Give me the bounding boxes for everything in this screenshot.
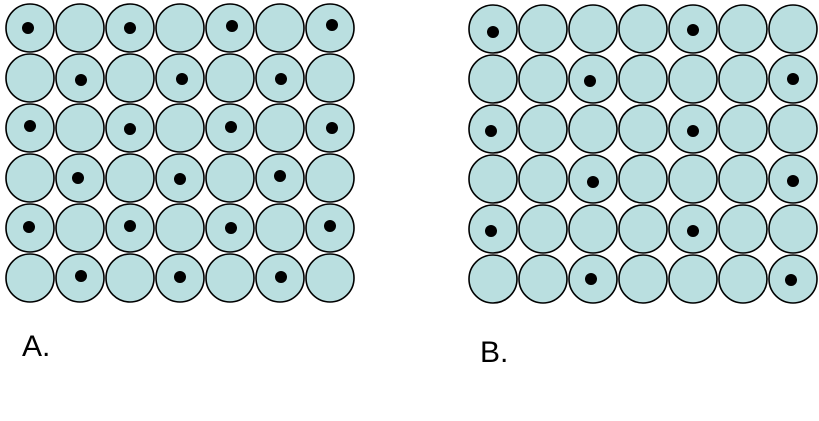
lattice-circle [668,54,718,104]
lattice-circle [618,4,668,54]
site-dot [584,75,596,87]
lattice-circle [305,153,355,203]
site-dot [587,176,599,188]
site-dot [275,271,287,283]
lattice-circle [55,103,105,153]
lattice-circle [5,53,55,103]
lattice-circle [255,203,305,253]
panel-a-label: A. [22,330,51,363]
lattice-circle [518,4,568,54]
panel-a-lattice [5,3,355,303]
lattice-circle [618,154,668,204]
site-dot [225,222,237,234]
site-dot [785,274,797,286]
lattice-circle [255,3,305,53]
lattice-circle [205,53,255,103]
lattice-circle [305,253,355,303]
lattice-circle [55,3,105,53]
site-dot [75,74,87,86]
lattice-circle [718,254,768,304]
site-dot [176,73,188,85]
site-dot [274,170,286,182]
site-dot [787,73,799,85]
lattice-circle [205,153,255,203]
lattice-circle [618,54,668,104]
lattice-circle [518,104,568,154]
lattice-circle [105,153,155,203]
site-dot [124,220,136,232]
site-dot [226,20,238,32]
site-dot [485,225,497,237]
site-dot [324,220,336,232]
lattice-circle [568,204,618,254]
site-dot [687,125,699,137]
lattice-circle [518,54,568,104]
site-dot [225,121,237,133]
lattice-circle [768,4,818,54]
site-dot [124,123,136,135]
site-dot [75,270,87,282]
lattice-circle [718,4,768,54]
lattice-circle [518,154,568,204]
lattice-circle [518,204,568,254]
lattice-circle [618,104,668,154]
lattice-circle [55,203,105,253]
site-dot [487,26,499,38]
lattice-circle [205,253,255,303]
site-dot [24,120,36,132]
lattice-circle [768,204,818,254]
site-dot [174,271,186,283]
lattice-circle [518,254,568,304]
lattice-circle [568,104,618,154]
lattice-circle [155,3,205,53]
site-dot [585,273,597,285]
lattice-circle [5,153,55,203]
site-dot [687,24,699,36]
site-dot [124,22,136,34]
panel-b-label: B. [480,336,509,369]
lattice-circle [668,154,718,204]
lattice-circle [718,54,768,104]
site-dot [326,19,338,31]
lattice-circle [155,203,205,253]
site-dot [485,125,497,137]
lattice-circle [718,204,768,254]
lattice-circle [618,204,668,254]
site-dot [72,172,84,184]
lattice-circle [468,254,518,304]
lattice-circle [105,53,155,103]
site-dot [787,175,799,187]
lattice-circle [305,53,355,103]
site-dot [275,73,287,85]
lattice-circle [255,103,305,153]
lattice-circle [468,154,518,204]
panel-b-lattice [468,4,818,304]
lattice-circle [718,154,768,204]
site-dot [326,122,338,134]
lattice-circle [618,254,668,304]
lattice-circle [155,103,205,153]
lattice-circle [768,104,818,154]
lattice-circle [668,254,718,304]
lattice-circle [568,4,618,54]
lattice-circle [468,54,518,104]
site-dot [23,221,35,233]
site-dot [174,173,186,185]
site-dot [687,225,699,237]
lattice-circle [105,253,155,303]
lattice-circle [718,104,768,154]
lattice-circle [5,253,55,303]
site-dot [22,22,34,34]
